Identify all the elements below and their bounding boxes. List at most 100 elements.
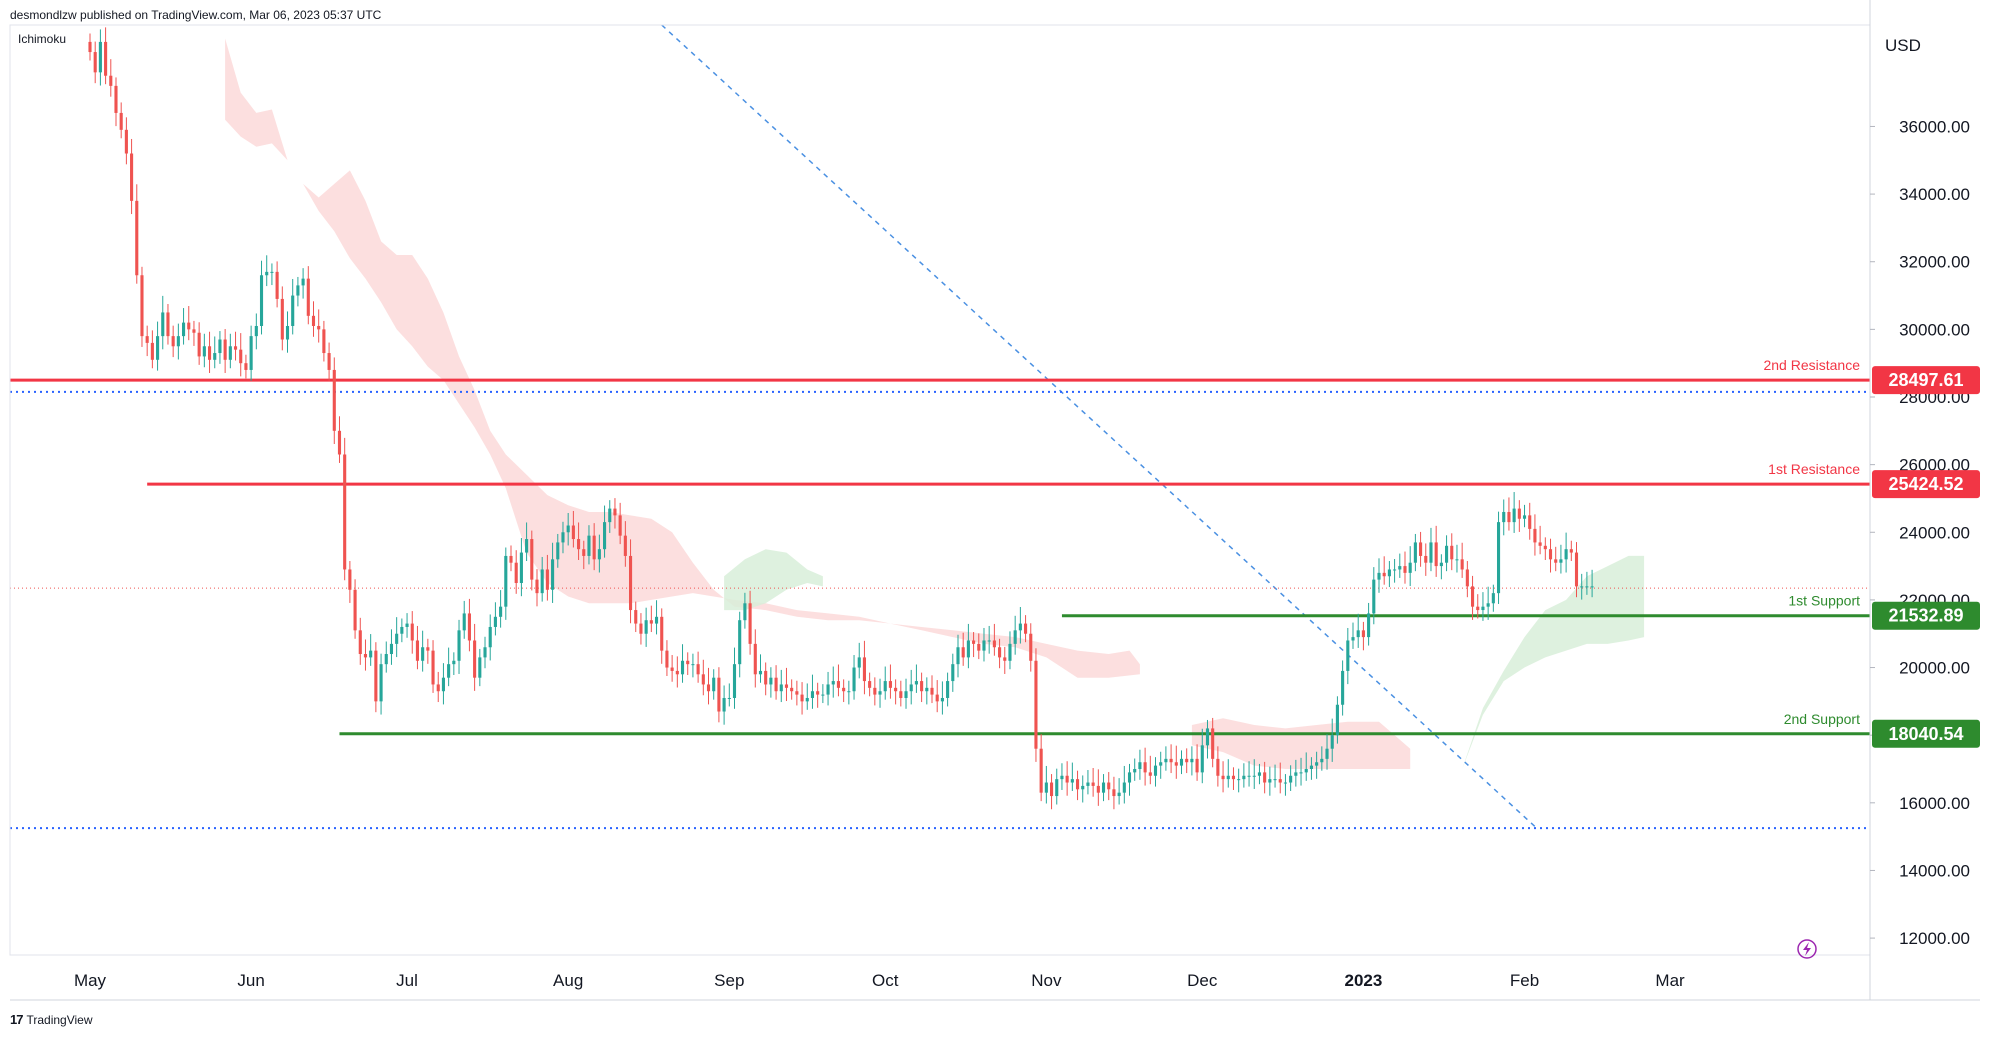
candle-body — [1341, 670, 1345, 705]
x-tick-label: Dec — [1187, 971, 1218, 990]
candle-body — [202, 346, 206, 357]
candle-body — [826, 684, 830, 695]
candle-body — [150, 342, 154, 360]
indicator-label[interactable]: Ichimoku — [18, 32, 67, 46]
candle-body — [800, 694, 804, 702]
candle-body — [1247, 775, 1251, 777]
candle-body — [296, 285, 300, 296]
tradingview-logo-icon: 17 — [10, 1012, 24, 1027]
level-value-label: 25424.52 — [1888, 474, 1963, 494]
level-value-badge — [1872, 470, 1980, 499]
candle-body — [1070, 779, 1074, 783]
candle-body — [1564, 549, 1568, 560]
candle-body — [1470, 586, 1475, 607]
candle-body — [592, 535, 596, 560]
candle-body — [130, 153, 134, 201]
candle-body — [327, 353, 331, 370]
candle-body — [535, 579, 539, 594]
candle-body — [1335, 704, 1339, 736]
candle-body — [1179, 758, 1184, 766]
candle-body — [888, 681, 892, 688]
candle-body — [1413, 542, 1417, 563]
candle-body — [1434, 542, 1438, 567]
candle-body — [343, 454, 347, 570]
candle-body — [369, 650, 373, 658]
candle-body — [462, 613, 466, 631]
candle-body — [228, 346, 232, 360]
candle-body — [249, 336, 253, 370]
ichimoku-clouds — [225, 38, 1645, 769]
candle-body — [1325, 748, 1329, 759]
candle-body — [795, 691, 799, 695]
y-tick-label: 16000.00 — [1899, 794, 1970, 813]
candle-body — [223, 339, 227, 360]
candle-body — [1299, 772, 1303, 774]
candle-body — [395, 633, 399, 644]
candle-body — [1003, 657, 1007, 661]
candle-body — [1008, 643, 1012, 661]
candle-body — [1055, 779, 1059, 797]
candle-body — [301, 278, 305, 286]
candle-body — [1455, 559, 1459, 561]
candle-body — [93, 52, 97, 73]
candle-body — [914, 681, 918, 685]
candle-body — [405, 623, 409, 627]
candle-body — [878, 691, 882, 695]
candle-body — [1049, 782, 1054, 797]
candle-body — [1133, 769, 1137, 773]
candle-body — [1424, 555, 1428, 563]
candle-body — [1585, 586, 1589, 588]
candle-body — [1294, 772, 1298, 776]
candle-body — [353, 589, 357, 631]
candle-body — [161, 312, 165, 337]
candle-body — [530, 539, 534, 580]
candle-body — [556, 542, 560, 560]
candle-body — [1075, 779, 1080, 790]
footer[interactable]: 17 TradingView — [10, 1012, 93, 1027]
candle-body — [701, 674, 705, 685]
candle-body — [1398, 566, 1402, 570]
candle-body — [764, 670, 768, 685]
candle-body — [680, 660, 685, 675]
candle-body — [192, 329, 196, 333]
candle-body — [1533, 528, 1537, 543]
candle-body — [1018, 623, 1022, 631]
candle-body — [540, 569, 544, 594]
candle-body — [447, 664, 451, 678]
y-tick-label: 30000.00 — [1899, 320, 1970, 339]
candle-body — [1205, 728, 1210, 746]
candle-body — [171, 336, 175, 347]
y-tick-label: 32000.00 — [1899, 253, 1970, 272]
level-labels: 2nd Resistance 28497.61 1st Resistance 2542… — [1763, 357, 1980, 748]
candle-body — [654, 616, 659, 624]
candle-body — [951, 664, 955, 682]
candle-body — [478, 657, 482, 678]
candle-body — [1195, 758, 1199, 773]
candle-body — [868, 681, 872, 688]
candle-body — [613, 508, 617, 516]
candle-body — [862, 657, 866, 682]
candle-body — [509, 555, 513, 563]
candle-body — [660, 616, 664, 651]
candle-body — [1476, 606, 1480, 611]
candle-body — [363, 654, 368, 658]
candle-body — [1153, 765, 1158, 776]
x-tick-label: Nov — [1031, 971, 1062, 990]
x-tick-label: Sep — [714, 971, 744, 990]
candle-body — [1377, 572, 1381, 580]
candle-body — [1174, 762, 1178, 766]
candle-body — [1569, 549, 1573, 553]
candle-body — [488, 626, 492, 648]
level-name-label: 2nd Support — [1784, 711, 1860, 727]
candle-body — [1164, 758, 1168, 763]
y-tick-label: 14000.00 — [1899, 861, 1970, 880]
candle-body — [603, 522, 607, 550]
candle-body — [239, 349, 243, 364]
candle-body — [805, 697, 809, 702]
candle-body — [504, 555, 508, 607]
candle-body — [831, 681, 835, 685]
candle-body — [218, 339, 222, 354]
support-resistance-lines — [10, 24, 1870, 830]
x-tick-label: May — [74, 971, 107, 990]
